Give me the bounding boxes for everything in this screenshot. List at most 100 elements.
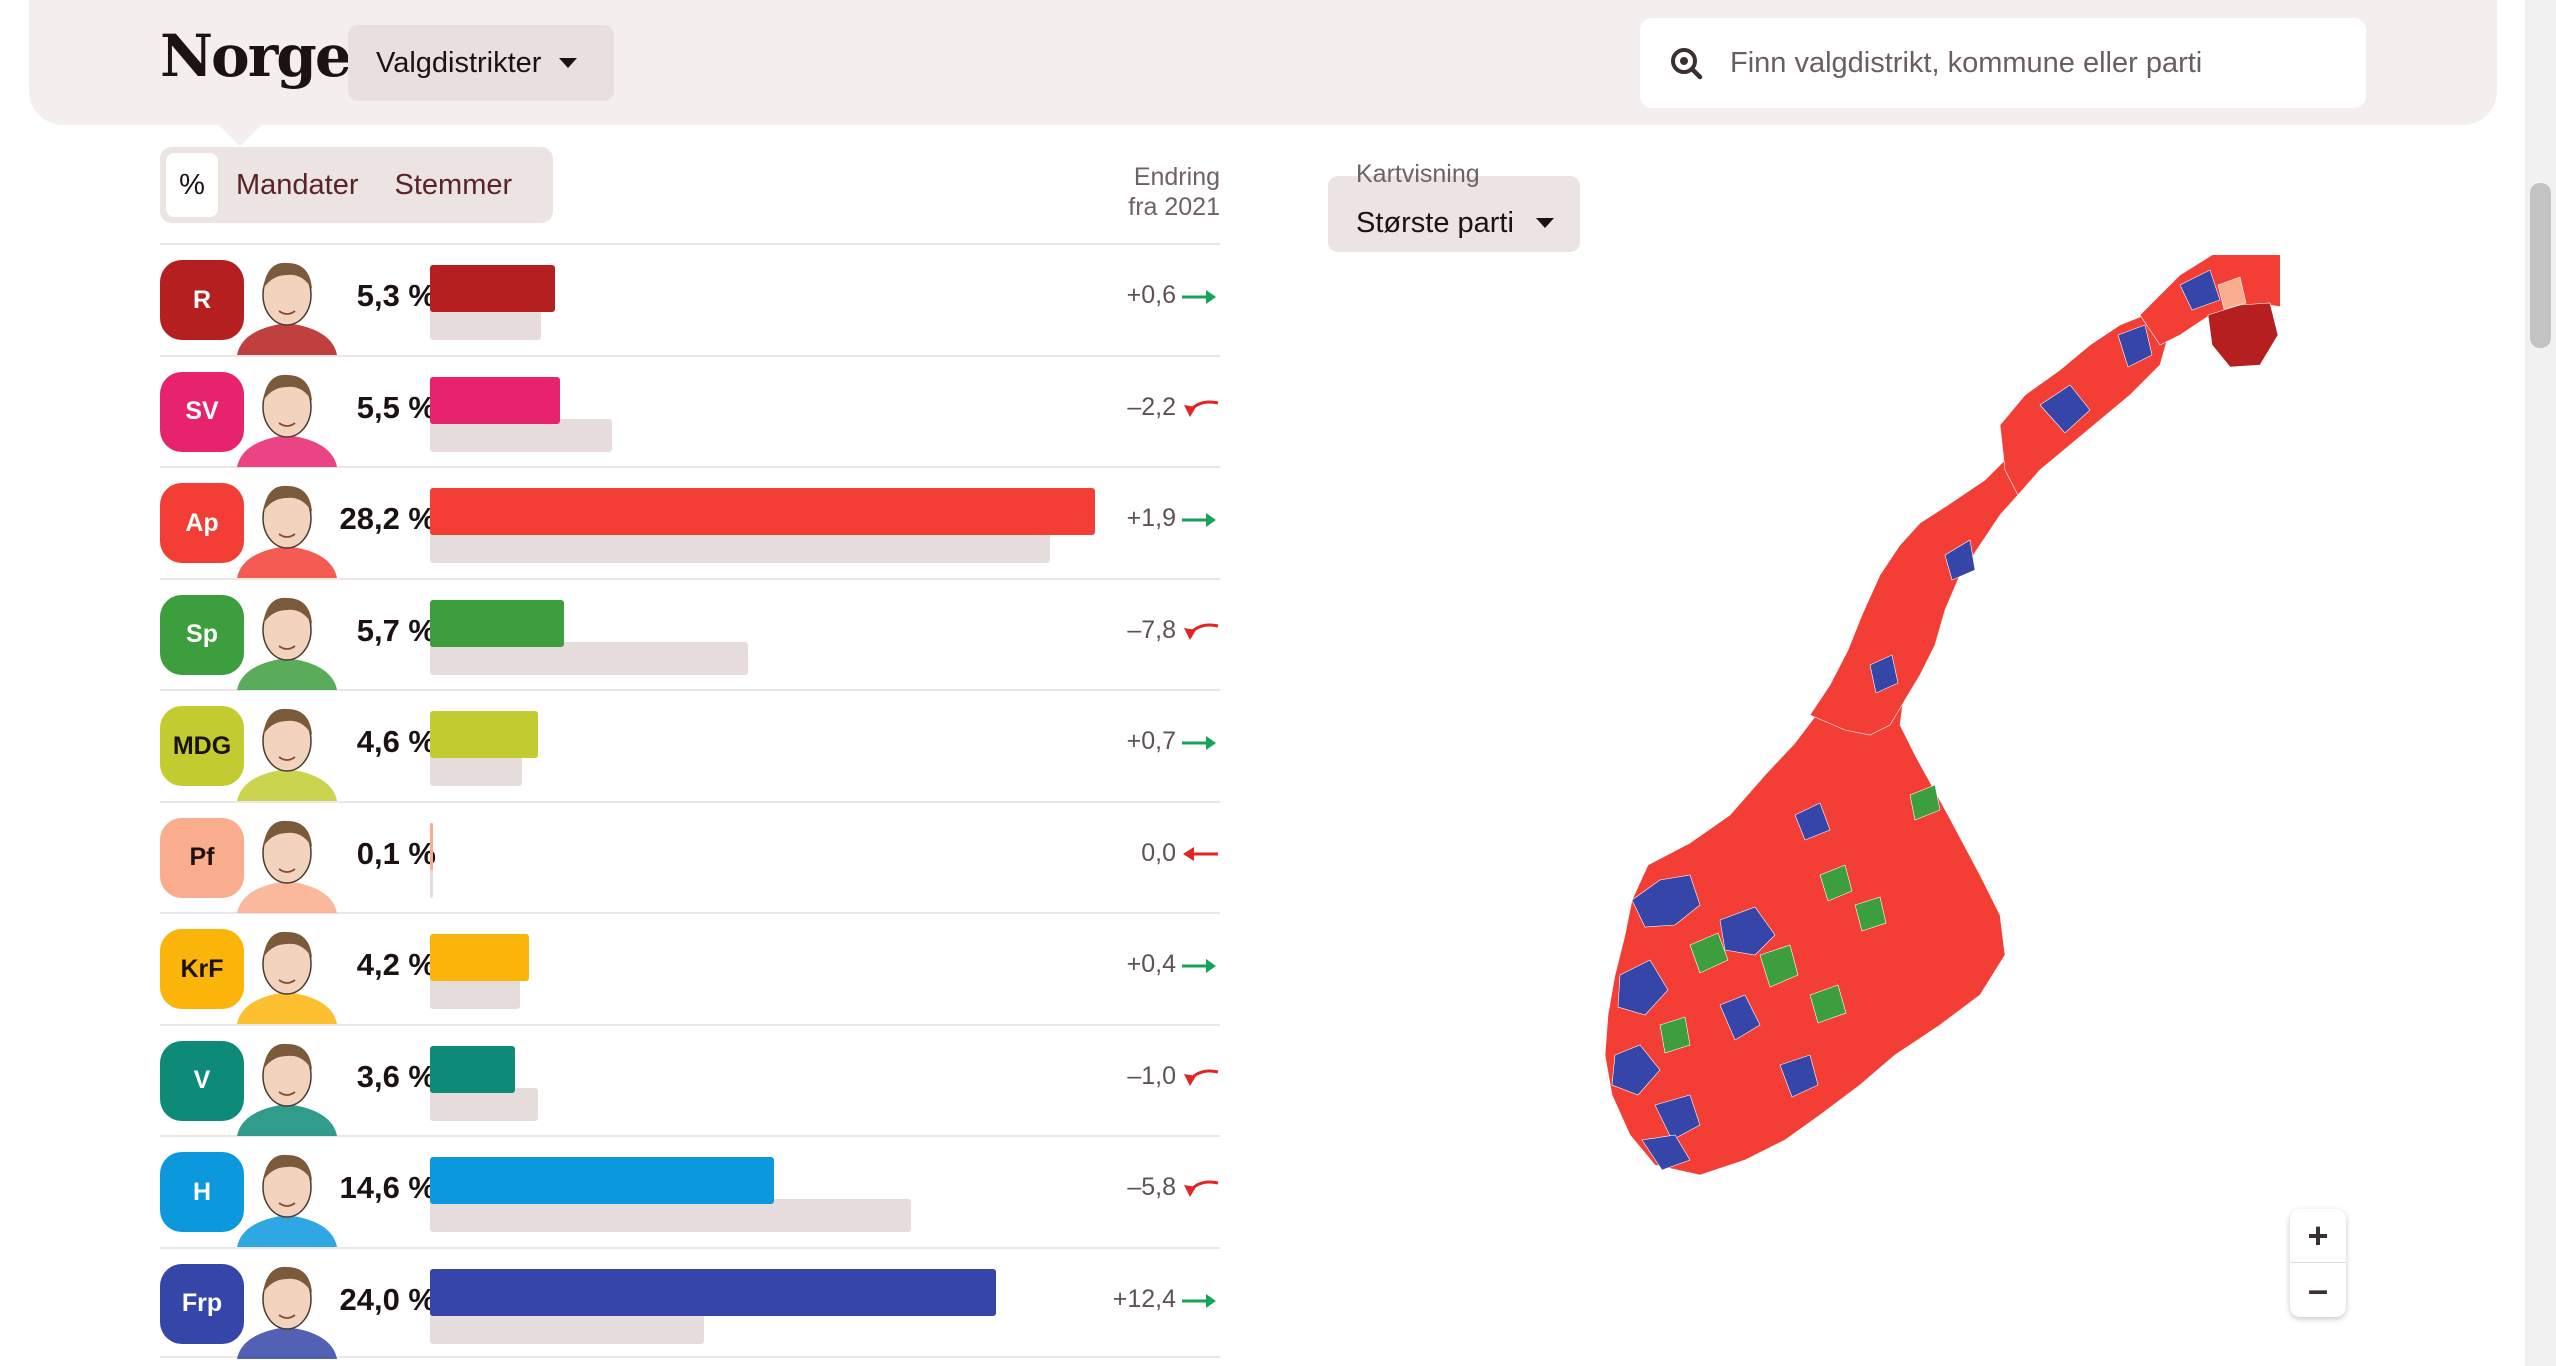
party-badge: H: [160, 1152, 244, 1232]
toggle-mandater[interactable]: Mandater: [236, 168, 359, 201]
trend-down-arrow-icon: [1184, 1069, 1219, 1086]
map-view-label: Kartvisning: [1356, 160, 1480, 188]
party-change: +0,6: [1126, 281, 1176, 309]
party-badge: V: [160, 1040, 244, 1121]
previous-result-bar: [430, 418, 612, 452]
current-result-bar: [430, 822, 433, 870]
party-badge: Pf: [160, 817, 244, 898]
search-box[interactable]: [1640, 18, 2366, 108]
frp-municipalities: [1611, 269, 2221, 1171]
party-change: +1,9: [1126, 504, 1176, 532]
party-leader-portrait: [237, 1154, 337, 1247]
party-change: +0,4: [1126, 950, 1176, 978]
party-leader-portrait: [237, 708, 337, 801]
current-result-bar: [430, 376, 560, 424]
current-result-bar: [430, 488, 1095, 535]
current-result-bar: [430, 1268, 996, 1316]
party-badge: Frp: [160, 1263, 244, 1344]
trend-down-arrow-icon: [1184, 1180, 1219, 1197]
page-title: Norge: [160, 22, 352, 90]
r-municipalities: [2207, 302, 2279, 368]
previous-result-bar: [430, 1310, 704, 1344]
party-change: –2,2: [1127, 392, 1176, 421]
map-view-dropdown[interactable]: Største parti: [1328, 176, 1580, 252]
page-scrollbar-thumb[interactable]: [2530, 183, 2551, 348]
party-row-h[interactable]: H 14,6 % –5,8: [160, 1135, 1220, 1247]
party-leader-portrait: [237, 1043, 337, 1136]
party-row-mdg[interactable]: MDG 4,6 % +0,7: [160, 689, 1220, 801]
change-header-line1: Endring: [1133, 163, 1220, 191]
current-result-bar: [430, 1157, 775, 1204]
party-row-r[interactable]: R 5,3 % +0,6: [160, 243, 1220, 355]
chevron-down-icon: [1535, 218, 1554, 228]
previous-result-bar: [430, 1087, 539, 1121]
party-leader-portrait: [237, 262, 337, 355]
current-result-bar: [430, 711, 539, 758]
previous-result-bar: [430, 1199, 912, 1232]
party-change: –7,8: [1127, 615, 1176, 644]
party-leader-portrait: [237, 374, 337, 467]
region-type-label: Valgdistrikter: [376, 46, 542, 79]
view-toggle: % Mandater Stemmer: [160, 147, 553, 223]
party-badge: MDG: [160, 706, 244, 786]
map-zoom-control: + –: [2290, 1209, 2346, 1317]
party-leader-portrait: [237, 931, 337, 1024]
sp-municipalities: [1659, 784, 1941, 1054]
party-badge: SV: [160, 371, 244, 452]
party-row-pf[interactable]: Pf 0,1 % 0,0: [160, 800, 1220, 913]
previous-result-bar: [430, 530, 1051, 563]
change-column-header: Endring fra 2021: [1060, 162, 1220, 222]
trend-flat-arrow-icon: [1183, 846, 1218, 861]
party-row-v[interactable]: V 3,6 % –1,0: [160, 1023, 1220, 1136]
previous-result-bar: [430, 864, 433, 898]
party-badge: Sp: [160, 594, 244, 675]
previous-result-bar: [430, 753, 522, 786]
party-percent: 28,2 %: [339, 501, 436, 536]
party-leader-portrait: [237, 597, 337, 690]
search-icon: [1671, 48, 1703, 80]
party-row-frp[interactable]: Frp 24,0 % +12,4: [160, 1246, 1220, 1359]
party-results-list: R 5,3 % +0,6 SV 5,5 % –2,2 Ap 28,2 % +1,9 Sp 5,7 %…: [160, 243, 1220, 1359]
trend-up-arrow-icon: [1182, 513, 1216, 527]
party-badge: KrF: [160, 929, 244, 1009]
party-percent: 3,6 %: [356, 1058, 436, 1094]
trend-down-arrow-icon: [1184, 400, 1219, 417]
toggle-percent[interactable]: %: [166, 153, 218, 217]
toggle-stemmer[interactable]: Stemmer: [394, 168, 513, 201]
party-row-sp[interactable]: Sp 5,7 % –7,8: [160, 577, 1220, 690]
party-percent: 4,2 %: [356, 947, 436, 982]
pf-municipality: [2217, 276, 2247, 310]
party-percent: 0,1 %: [356, 835, 436, 871]
trend-up-arrow-icon: [1182, 290, 1216, 304]
party-row-sv[interactable]: SV 5,5 % –2,2: [160, 354, 1220, 467]
party-percent: 5,7 %: [356, 612, 436, 648]
map-region-central: [1809, 454, 2019, 736]
party-percent: 4,6 %: [356, 724, 436, 759]
party-change: +12,4: [1112, 1284, 1176, 1313]
region-type-dropdown[interactable]: Valgdistrikter: [348, 25, 614, 101]
party-percent: 24,0 %: [339, 1281, 436, 1317]
trend-up-arrow-icon: [1182, 736, 1216, 750]
party-percent: 5,3 %: [356, 278, 436, 313]
party-badge: R: [160, 260, 244, 340]
party-row-krf[interactable]: KrF 4,2 % +0,4: [160, 912, 1220, 1024]
search-input[interactable]: [1730, 46, 2330, 80]
party-badge: Ap: [160, 483, 244, 563]
party-percent: 14,6 %: [339, 1170, 436, 1205]
zoom-out-button[interactable]: –: [2307, 1269, 2329, 1310]
map-view-selected: Største parti: [1356, 206, 1514, 239]
party-change: –1,0: [1127, 1061, 1176, 1090]
previous-result-bar: [430, 307, 541, 340]
party-leader-portrait: [237, 485, 337, 578]
change-header-line2: fra 2021: [1128, 193, 1220, 221]
norway-results-map[interactable]: [1400, 255, 2280, 1295]
party-change: +0,7: [1126, 727, 1176, 755]
trend-up-arrow-icon: [1182, 1293, 1216, 1308]
party-change: –5,8: [1127, 1173, 1176, 1201]
trend-up-arrow-icon: [1182, 959, 1216, 973]
current-result-bar: [430, 265, 555, 312]
zoom-in-button[interactable]: +: [2290, 1209, 2346, 1263]
party-row-ap[interactable]: Ap 28,2 % +1,9: [160, 466, 1220, 578]
party-change: 0,0: [1141, 838, 1176, 867]
current-result-bar: [430, 1045, 515, 1093]
